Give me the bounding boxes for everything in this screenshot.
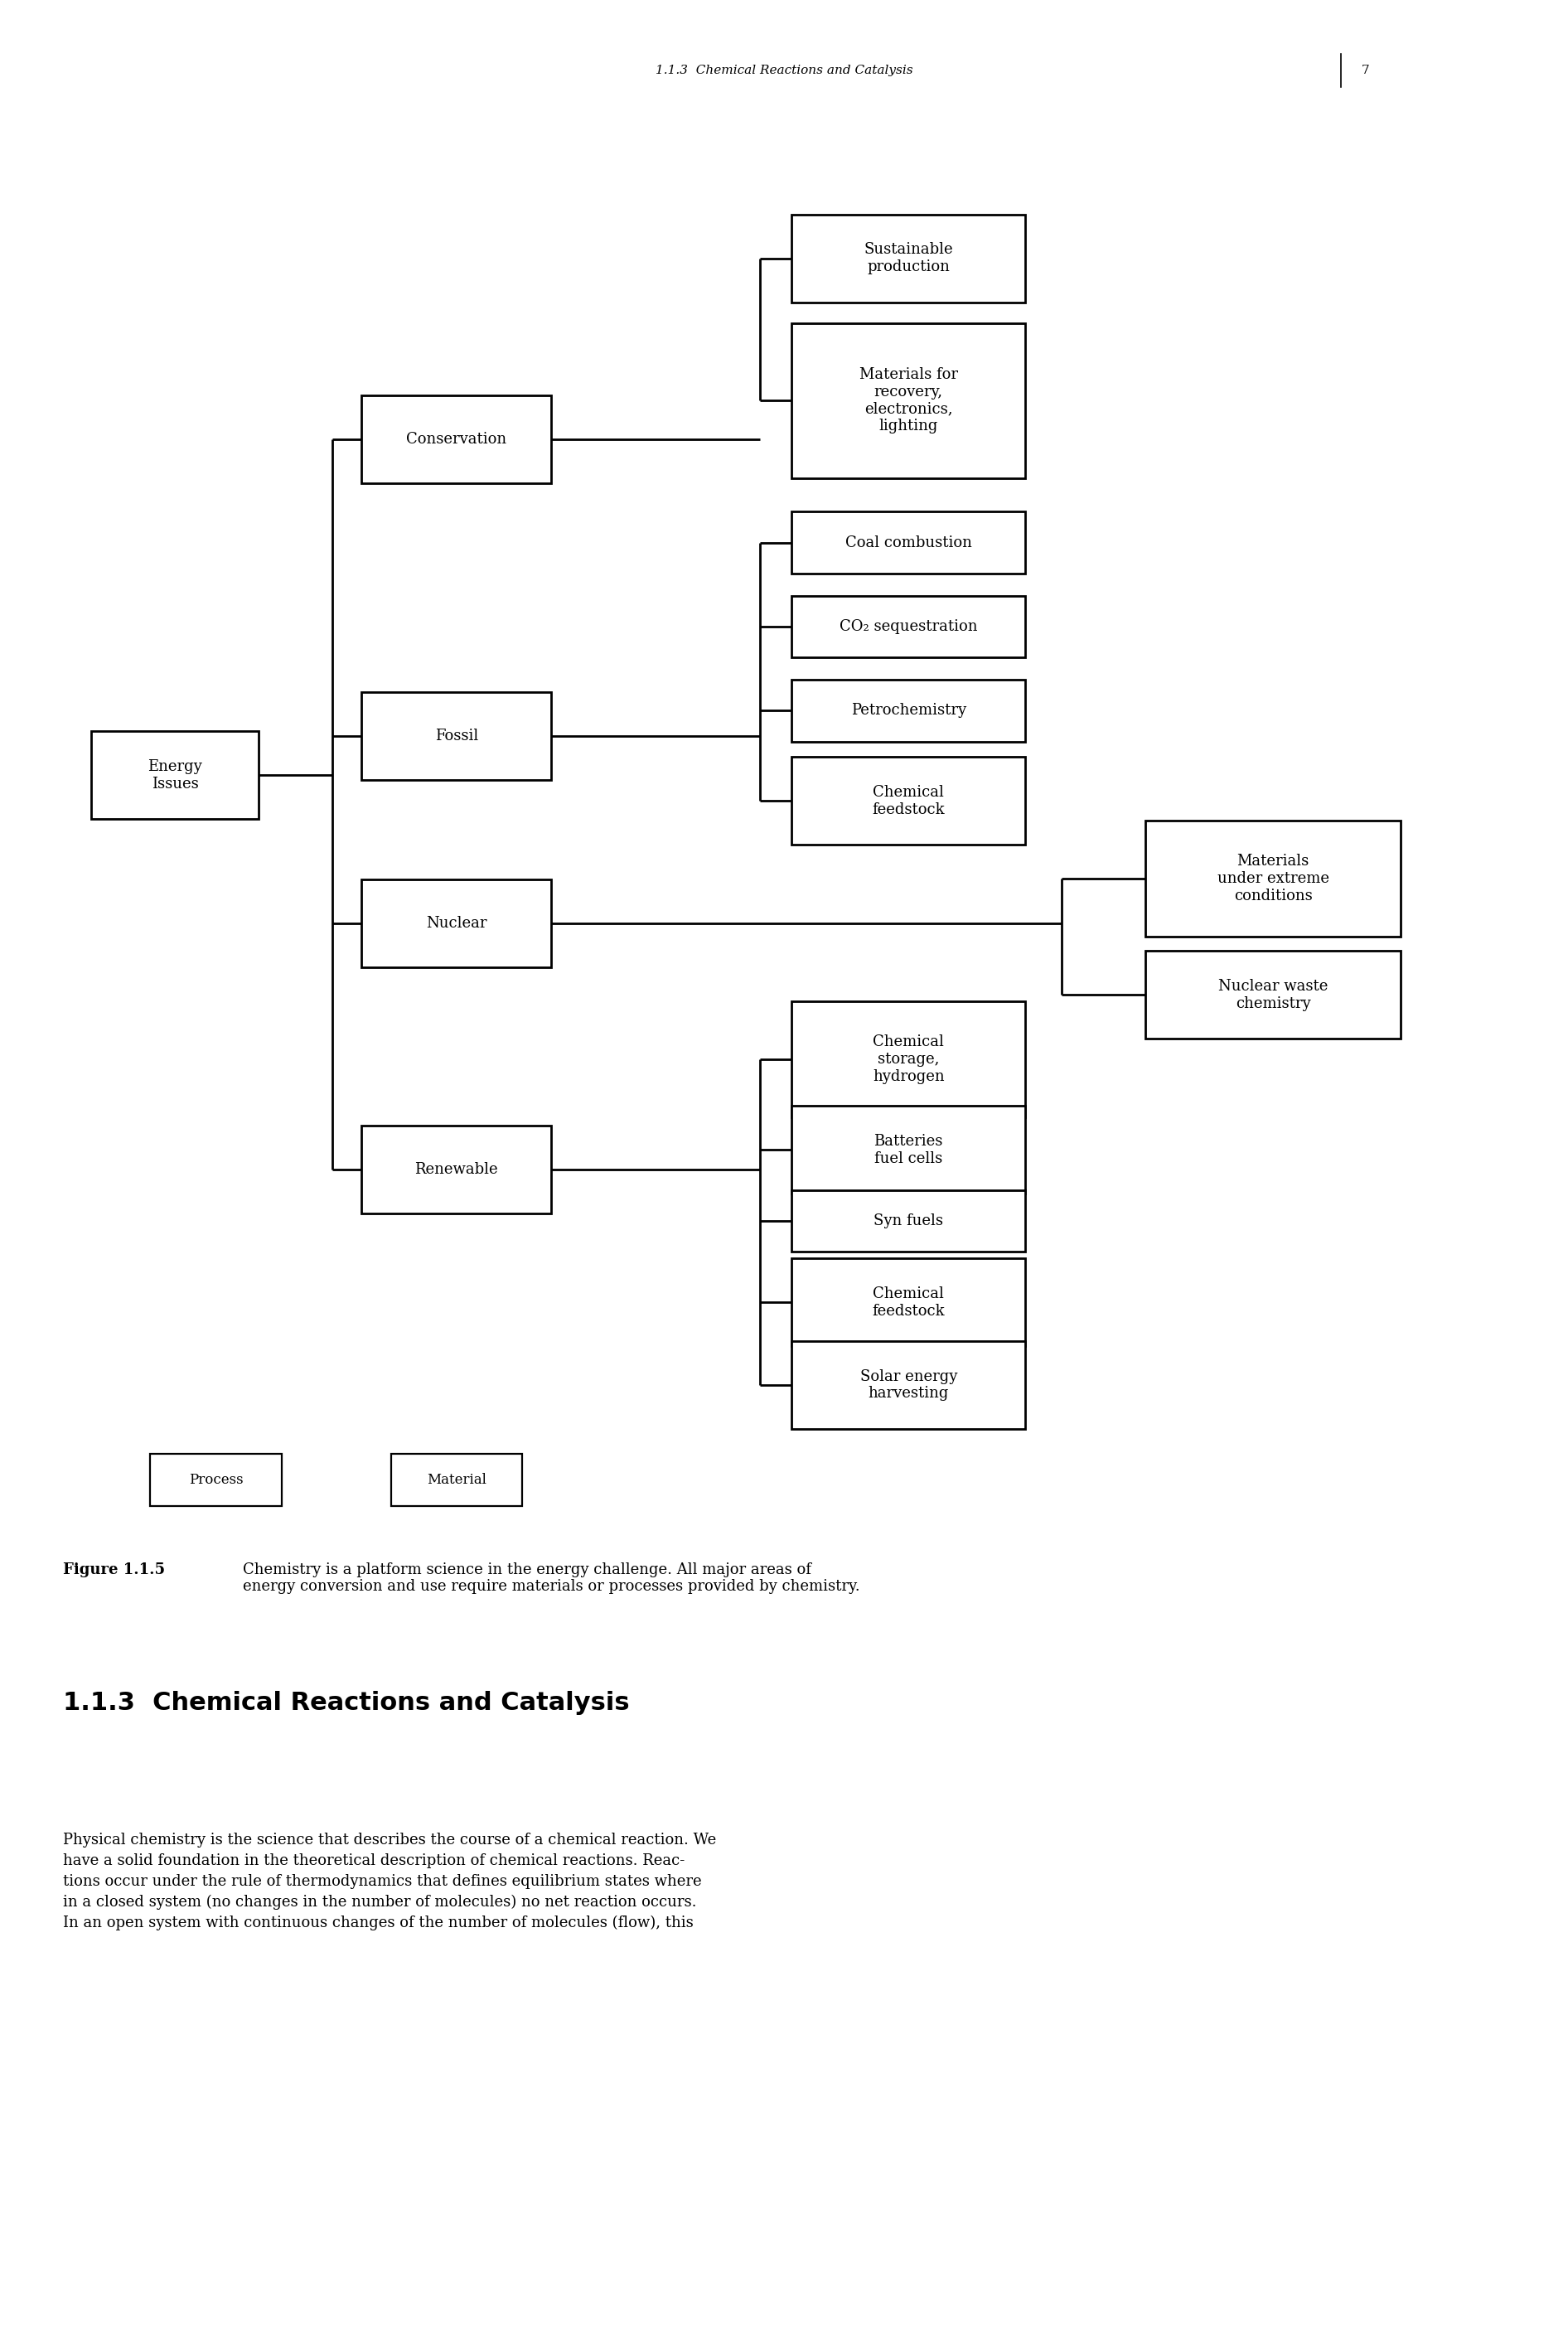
Text: 1.1.3  Chemical Reactions and Catalysis: 1.1.3 Chemical Reactions and Catalysis [655,66,913,75]
Text: Syn fuels: Syn fuels [873,1214,944,1229]
Text: Material: Material [426,1473,486,1487]
Text: Chemical
feedstock: Chemical feedstock [872,1287,946,1318]
Text: Conservation: Conservation [406,432,506,446]
Bar [362,395,552,484]
Text: Process: Process [188,1473,243,1487]
Bar [792,1001,1025,1118]
Bar [792,324,1025,479]
Text: Chemistry is a platform science in the energy challenge. All major areas of
ener: Chemistry is a platform science in the e… [243,1562,861,1595]
Text: Chemical
feedstock: Chemical feedstock [872,785,946,817]
Bar [91,731,259,820]
Text: Petrochemistry: Petrochemistry [851,702,966,719]
Text: Figure 1.1.5: Figure 1.1.5 [63,1562,165,1576]
Bar [792,1341,1025,1428]
Bar [362,881,552,968]
Text: Fossil: Fossil [434,728,478,745]
Text: Solar energy
harvesting: Solar energy harvesting [859,1369,956,1400]
Bar [792,597,1025,658]
Bar [1146,820,1400,937]
Bar [1146,951,1400,1038]
Bar [792,512,1025,573]
Bar [151,1454,282,1506]
Text: Nuclear waste
chemistry: Nuclear waste chemistry [1218,980,1328,1010]
Text: Materials
under extreme
conditions: Materials under extreme conditions [1217,853,1330,904]
Bar [792,1259,1025,1346]
Text: Physical chemistry is the science that describes the course of a chemical reacti: Physical chemistry is the science that d… [63,1832,717,1931]
Bar [792,756,1025,846]
Bar [792,1106,1025,1193]
Text: Nuclear: Nuclear [426,916,488,930]
Text: Energy
Issues: Energy Issues [147,759,202,792]
Bar [792,1191,1025,1252]
Bar [390,1454,522,1506]
Text: 1.1.3  Chemical Reactions and Catalysis: 1.1.3 Chemical Reactions and Catalysis [63,1691,629,1715]
Text: Materials for
recovery,
electronics,
lighting: Materials for recovery, electronics, lig… [859,366,958,435]
Bar [362,693,552,780]
Text: CO₂ sequestration: CO₂ sequestration [839,620,977,634]
Text: Coal combustion: Coal combustion [845,536,972,550]
Text: Batteries
fuel cells: Batteries fuel cells [873,1135,942,1165]
Text: 7: 7 [1361,66,1369,75]
Bar [792,214,1025,303]
Text: Chemical
storage,
hydrogen: Chemical storage, hydrogen [873,1034,944,1085]
Text: Sustainable
production: Sustainable production [864,242,953,275]
Text: Renewable: Renewable [416,1163,499,1177]
Bar [792,679,1025,742]
Bar [362,1125,552,1212]
